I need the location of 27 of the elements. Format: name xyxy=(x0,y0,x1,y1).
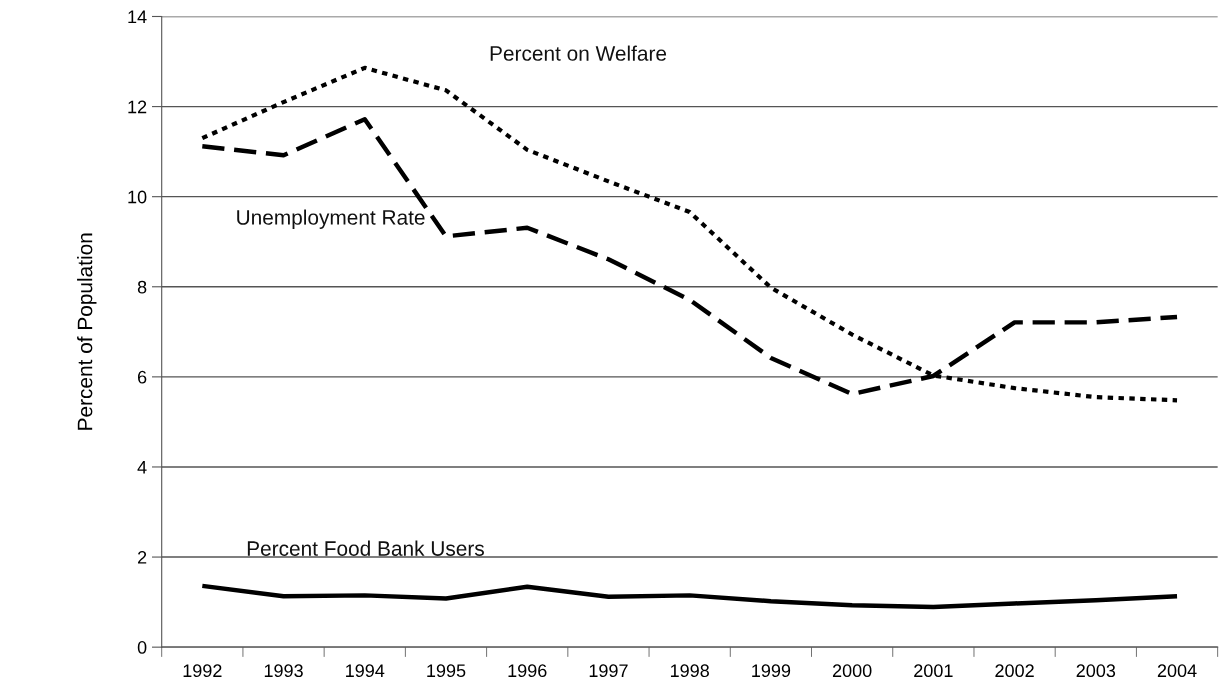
x-tick-label: 1994 xyxy=(346,664,385,678)
x-tick-label: 1993 xyxy=(264,664,303,678)
x-tick-label: 2000 xyxy=(832,664,872,678)
x-tick-label: 2003 xyxy=(1076,664,1116,678)
y-tick-label: 2 xyxy=(137,550,147,564)
x-tick-label: 1998 xyxy=(670,664,709,678)
x-tick-label: 1999 xyxy=(752,664,791,678)
x-tick-label: 1995 xyxy=(427,664,466,678)
y-tick-label: 6 xyxy=(137,370,147,384)
line-series xyxy=(200,65,1180,403)
x-tick-label: 2004 xyxy=(1157,664,1197,678)
y-tick-label: 14 xyxy=(128,10,147,24)
x-tick-label: 2002 xyxy=(995,664,1034,678)
y-tick-label: 8 xyxy=(137,280,147,294)
y-tick-label: 4 xyxy=(137,461,147,474)
text: Percent on Welfare xyxy=(490,45,667,61)
y-tick-label: 10 xyxy=(128,190,147,204)
y-tick-label: 0 xyxy=(137,641,147,654)
line-series xyxy=(200,583,1180,610)
series-label: Percent Food Bank Users xyxy=(247,540,484,556)
y-axis-title: Percent of Population xyxy=(77,233,97,430)
x-tick-label: 1997 xyxy=(589,664,628,678)
y-tick-label: 12 xyxy=(128,100,147,114)
series-label: Unemployment Rate xyxy=(237,209,425,229)
x-tick-label: 1992 xyxy=(183,664,222,678)
x-tick-label: 2001 xyxy=(914,664,953,678)
x-tick-label: 1996 xyxy=(508,664,547,678)
